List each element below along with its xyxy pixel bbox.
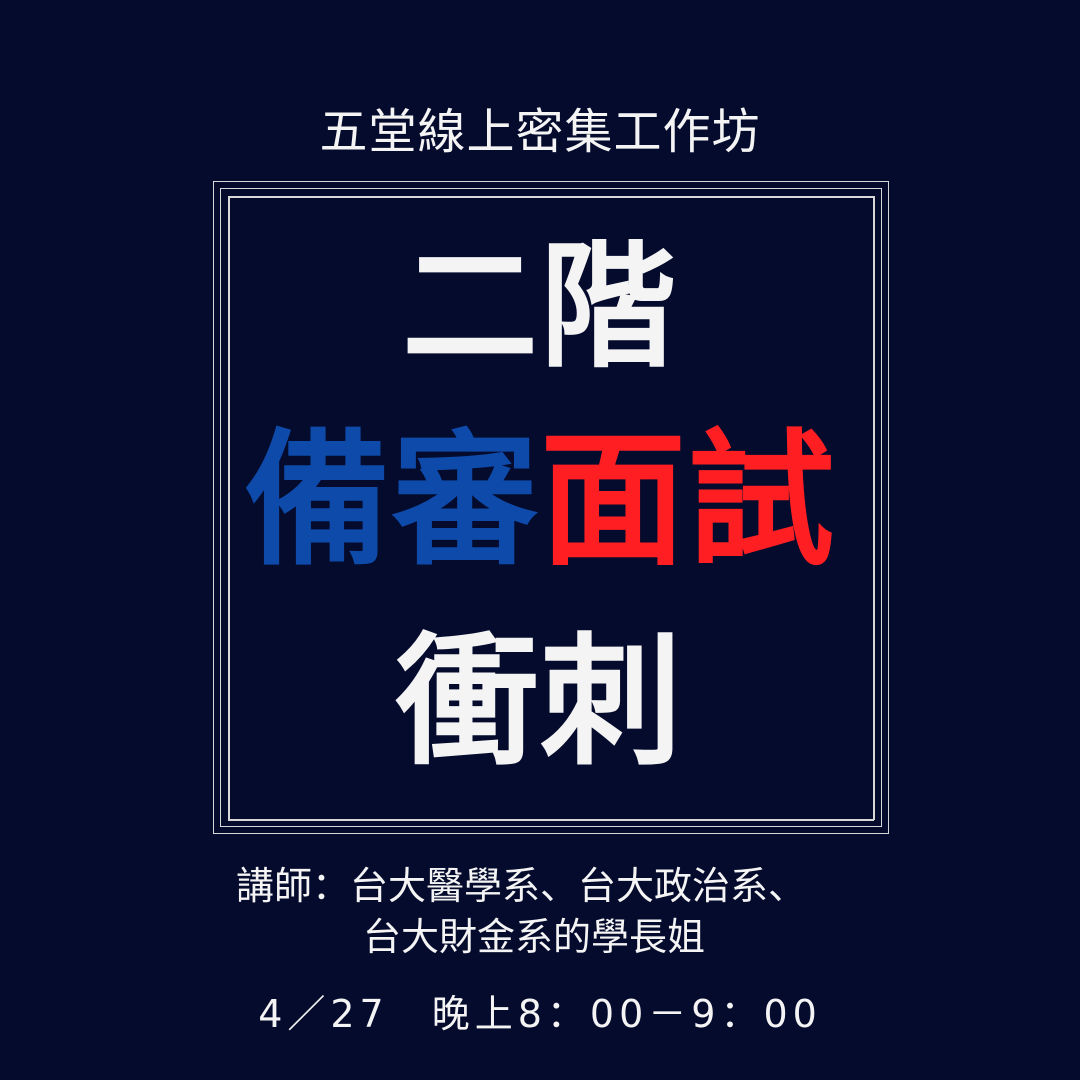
outer-frame (213, 181, 889, 834)
headline-red-text: 面試 (540, 416, 836, 586)
workshop-subtitle: 五堂線上密集工作坊 (319, 104, 761, 160)
teacher-line-2: 台大財金系的學長姐 (363, 914, 706, 959)
teacher-info: 講師：台大醫學系、台大政治系、 台大財金系的學長姐 (236, 861, 876, 963)
frame-left-line (228, 196, 230, 820)
teacher-line-1: 講師：台大醫學系、台大政治系、 (236, 864, 807, 908)
headline-line-1: 二階 (402, 229, 678, 387)
frame-bottom-line (228, 819, 874, 821)
frame-top-line (228, 196, 874, 198)
headline-blue-text: 備審 (244, 416, 540, 586)
frame-right-line (873, 196, 875, 820)
schedule-time: 4／27 晚上8：00－9：00 (258, 992, 822, 1036)
headline-line-3: 衝刺 (396, 620, 684, 785)
headline-line-2: 備審面試 (0, 428, 1080, 574)
inner-frame (220, 188, 882, 827)
